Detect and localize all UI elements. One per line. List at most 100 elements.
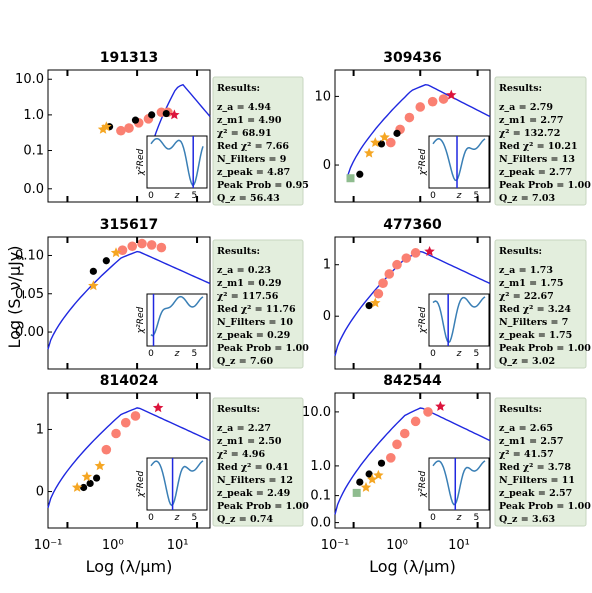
sed-panel-191313: 191313 0.0 0.1 1.0 10.0 Results: z_a = 4.94 z_m… bbox=[15, 50, 309, 206]
results-heading: Results: bbox=[217, 404, 260, 415]
photometry-point bbox=[386, 137, 396, 148]
y-tick-label: 0.00 bbox=[15, 325, 44, 340]
upper-limit-point bbox=[89, 267, 97, 275]
inset-y-label: χ²Red bbox=[418, 470, 428, 498]
upper-limit-point bbox=[356, 170, 364, 178]
panel-title: 842544 bbox=[383, 373, 442, 389]
model-sed-line bbox=[47, 250, 211, 350]
inset-x-tick: 0 bbox=[430, 513, 436, 523]
x-tick-label: 10⁻¹ bbox=[34, 538, 63, 553]
za-value: z_a = 2.65 bbox=[499, 423, 553, 434]
nfilters-value: N_Filters = 7 bbox=[499, 317, 568, 328]
photometry-point bbox=[120, 417, 131, 428]
zm1-value: z_m1 = 4.90 bbox=[217, 115, 282, 126]
y-tick-label: 10.0 bbox=[302, 405, 331, 420]
inset-x-tick: 0 bbox=[148, 349, 154, 359]
star-point bbox=[379, 131, 390, 142]
peak-prob-value: Peak Prob = 1.00 bbox=[499, 501, 591, 512]
inset-y-label: χ²Red bbox=[136, 148, 146, 176]
photometry-point bbox=[386, 453, 396, 463]
nfilters-value: N_Filters = 12 bbox=[217, 475, 293, 486]
zpeak-value: z_peak = 1.75 bbox=[499, 330, 572, 341]
star-point bbox=[370, 297, 381, 308]
inset-chi2-curve bbox=[432, 296, 486, 344]
qz-value: Q_z = 0.74 bbox=[217, 514, 274, 525]
results-box bbox=[494, 76, 587, 206]
inset-x-tick: 5 bbox=[191, 349, 197, 359]
y-tick-label: 0 bbox=[323, 158, 331, 173]
photometry-point bbox=[101, 444, 112, 455]
results-box bbox=[212, 239, 304, 369]
y-tick-label: 1.0 bbox=[23, 108, 44, 123]
model-sed-line bbox=[47, 407, 211, 508]
inset-x-label: z bbox=[456, 513, 462, 523]
x-tick-label: 10⁻¹ bbox=[321, 538, 350, 553]
photometry-point bbox=[137, 238, 147, 249]
panel-title: 315617 bbox=[100, 217, 158, 233]
sed-panel-842544: 842544 0.0 0.1 1.0 10.0 Results: z_a = 2.65 z_m… bbox=[302, 373, 591, 531]
inset-x-tick: 5 bbox=[191, 191, 197, 201]
inset-chi2-curve bbox=[150, 137, 204, 187]
za-value: z_a = 2.27 bbox=[217, 423, 271, 434]
zm1-value: z_m1 = 2.57 bbox=[499, 436, 564, 447]
inset-y-label: χ²Red bbox=[136, 306, 146, 334]
photometry-point bbox=[373, 288, 384, 299]
results-box bbox=[494, 397, 587, 527]
star-point bbox=[373, 469, 384, 480]
x-tick-label: 10¹ bbox=[167, 538, 189, 553]
inset-x-tick: 0 bbox=[430, 349, 436, 359]
star-point bbox=[94, 460, 106, 471]
peak-prob-value: Peak Prob = 1.00 bbox=[499, 180, 591, 191]
qz-value: Q_z = 3.02 bbox=[499, 356, 555, 367]
sed-panel-477360: 477360 0 1 Results: z_a = 1.73 z_m1 = 1.75 χ² … bbox=[323, 217, 591, 370]
star-point bbox=[360, 482, 372, 492]
y-tick-label: 10 bbox=[314, 89, 331, 104]
photometry-point bbox=[127, 241, 138, 252]
photometry-point bbox=[427, 96, 438, 107]
red-star-point bbox=[435, 401, 446, 411]
inset-chi2-curve bbox=[432, 460, 486, 506]
red-chi2-value: Red χ² = 3.78 bbox=[499, 462, 571, 473]
photometry-point bbox=[117, 245, 128, 255]
inset-x-label: z bbox=[174, 191, 180, 201]
x-tick-label: 10⁰ bbox=[102, 538, 124, 553]
star-point bbox=[101, 121, 112, 132]
red-chi2-value: Red χ² = 10.21 bbox=[499, 141, 578, 152]
inset-chi2-curve bbox=[150, 460, 204, 507]
sed-panel-315617: 315617 0.00 0.05 0.10 Results: z_a = 0.23 z_m1… bbox=[15, 217, 309, 370]
photometry-point bbox=[404, 112, 415, 123]
y-tick-label: 0 bbox=[323, 309, 331, 324]
za-value: z_a = 1.73 bbox=[499, 265, 553, 276]
y-tick-label: 0.10 bbox=[15, 248, 44, 263]
inset-x-tick: 0 bbox=[148, 513, 154, 523]
red-star-point bbox=[169, 109, 180, 120]
upper-limit-point bbox=[148, 111, 156, 119]
upper-limit-point bbox=[377, 459, 386, 467]
zpeak-value: z_peak = 2.57 bbox=[499, 488, 572, 499]
upper-limit-point bbox=[393, 129, 401, 137]
y-axis-label: Log (S_ν/μJy) bbox=[5, 246, 25, 349]
inset-y-label: χ²Red bbox=[418, 306, 428, 334]
photometry-point bbox=[146, 240, 157, 250]
nfilters-value: N_Filters = 13 bbox=[499, 154, 575, 165]
x-axis-label: Log (λ/μm) bbox=[86, 557, 173, 576]
photometry-point bbox=[116, 125, 126, 136]
y-tick-label: 0.1 bbox=[23, 144, 44, 159]
photometry-point bbox=[384, 269, 395, 279]
results-heading: Results: bbox=[499, 246, 542, 257]
photometry-point bbox=[399, 428, 410, 439]
qz-value: Q_z = 56.43 bbox=[217, 193, 280, 204]
qz-value: Q_z = 7.60 bbox=[217, 356, 274, 367]
model-sed-line bbox=[334, 407, 491, 515]
inset-y-label: χ²Red bbox=[418, 148, 428, 176]
results-heading: Results: bbox=[499, 83, 542, 94]
y-tick-label: 0.0 bbox=[23, 182, 44, 197]
panel-title: 477360 bbox=[383, 217, 442, 233]
upper-limit-point bbox=[86, 479, 94, 488]
zm1-value: z_m1 = 2.77 bbox=[499, 115, 564, 126]
inset-x-tick: 0 bbox=[430, 191, 436, 201]
inset-x-tick: 5 bbox=[473, 349, 479, 359]
upper-limit-point bbox=[162, 109, 170, 118]
zm1-value: z_m1 = 2.50 bbox=[217, 436, 282, 447]
